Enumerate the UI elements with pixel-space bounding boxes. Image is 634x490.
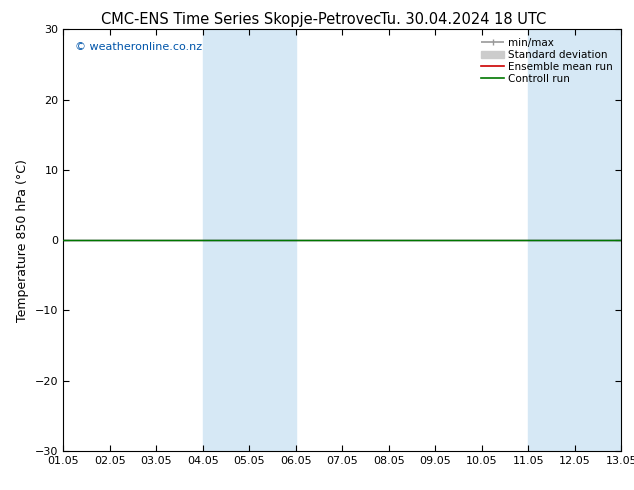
Text: © weatheronline.co.nz: © weatheronline.co.nz — [75, 42, 202, 52]
Y-axis label: Temperature 850 hPa (°C): Temperature 850 hPa (°C) — [16, 159, 30, 321]
Text: Tu. 30.04.2024 18 UTC: Tu. 30.04.2024 18 UTC — [380, 12, 546, 27]
Bar — [203, 29, 296, 451]
Text: CMC-ENS Time Series Skopje-Petrovec: CMC-ENS Time Series Skopje-Petrovec — [101, 12, 381, 27]
Legend: min/max, Standard deviation, Ensemble mean run, Controll run: min/max, Standard deviation, Ensemble me… — [478, 35, 616, 87]
Bar — [528, 29, 621, 451]
